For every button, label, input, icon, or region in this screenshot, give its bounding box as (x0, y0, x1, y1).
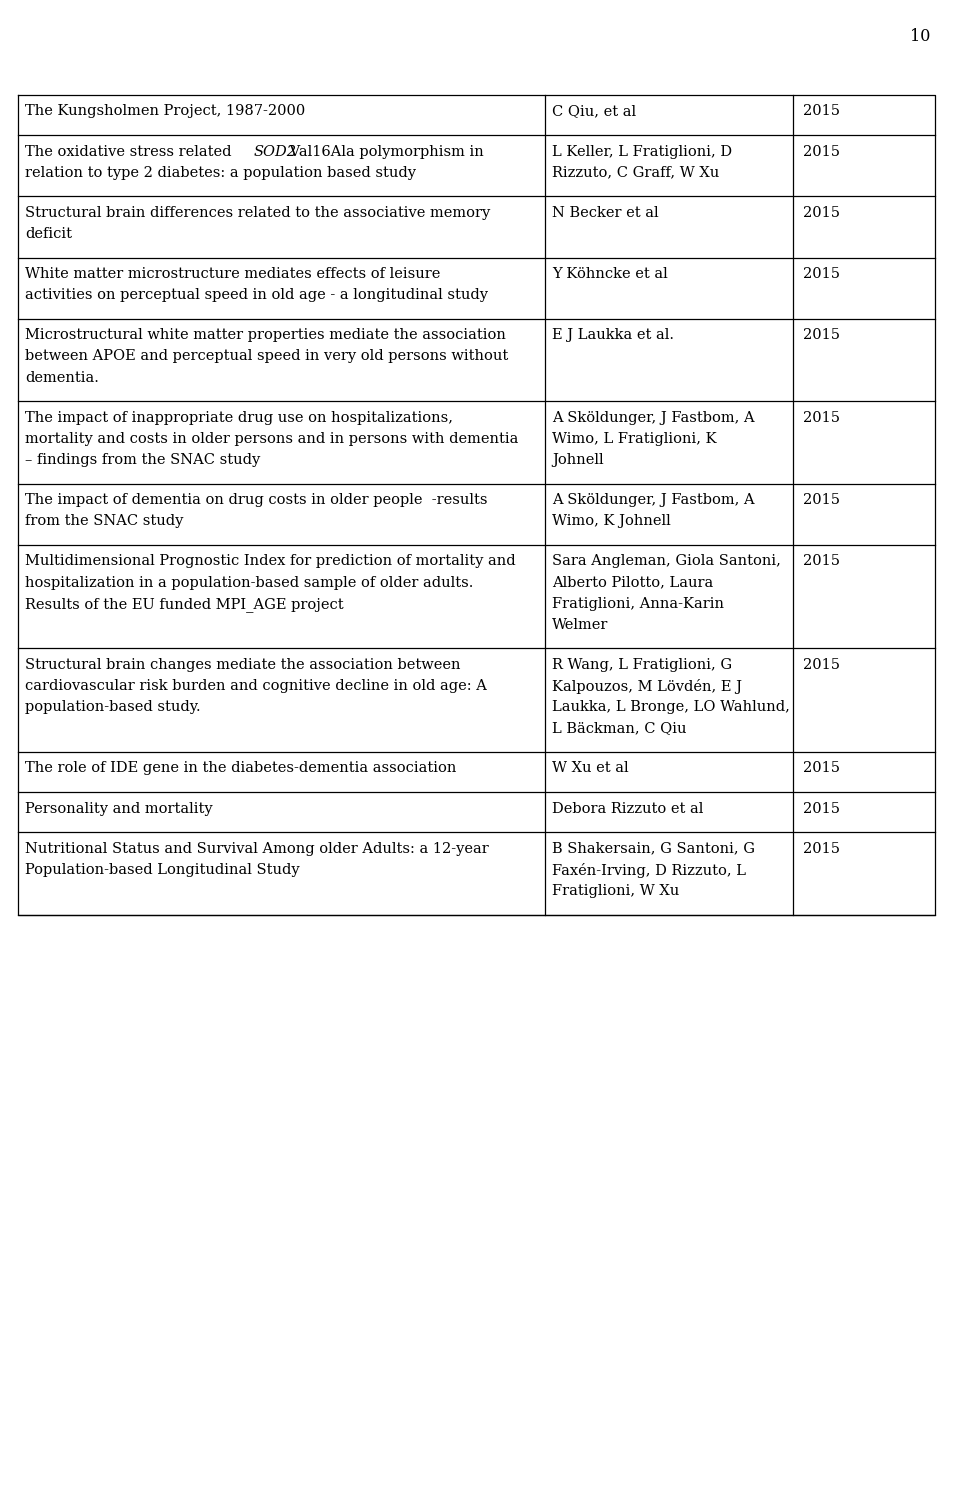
Text: The impact of inappropriate drug use on hospitalizations,: The impact of inappropriate drug use on … (25, 410, 453, 425)
Text: Nutritional Status and Survival Among older Adults: a 12-year: Nutritional Status and Survival Among ol… (25, 841, 489, 856)
Text: 2015: 2015 (803, 762, 840, 775)
Text: Fratiglioni, W Xu: Fratiglioni, W Xu (552, 884, 680, 898)
Text: The oxidative stress related: The oxidative stress related (25, 145, 236, 158)
Text: – findings from the SNAC study: – findings from the SNAC study (25, 453, 260, 467)
Text: SOD2: SOD2 (253, 145, 297, 158)
Text: L Bäckman, C Qiu: L Bäckman, C Qiu (552, 722, 686, 735)
Text: relation to type 2 diabetes: a population based study: relation to type 2 diabetes: a populatio… (25, 166, 416, 180)
Text: L Keller, L Fratiglioni, D: L Keller, L Fratiglioni, D (552, 145, 732, 158)
Text: N Becker et al: N Becker et al (552, 206, 659, 219)
Text: Wimo, K Johnell: Wimo, K Johnell (552, 514, 671, 528)
Text: 2015: 2015 (803, 410, 840, 425)
Text: 2015: 2015 (803, 145, 840, 158)
Text: Kalpouzos, M Lövdén, E J: Kalpouzos, M Lövdén, E J (552, 678, 742, 695)
Text: between APOE and perceptual speed in very old persons without: between APOE and perceptual speed in ver… (25, 349, 508, 364)
Text: A Sköldunger, J Fastbom, A: A Sköldunger, J Fastbom, A (552, 410, 755, 425)
Text: Structural brain differences related to the associative memory: Structural brain differences related to … (25, 206, 491, 219)
Text: R Wang, L Fratiglioni, G: R Wang, L Fratiglioni, G (552, 658, 732, 672)
Text: activities on perceptual speed in old age - a longitudinal study: activities on perceptual speed in old ag… (25, 288, 488, 303)
Text: E J Laukka et al.: E J Laukka et al. (552, 328, 674, 343)
Text: dementia.: dementia. (25, 371, 99, 385)
Text: Microstructural white matter properties mediate the association: Microstructural white matter properties … (25, 328, 506, 343)
Text: C Qiu, et al: C Qiu, et al (552, 104, 636, 118)
Text: deficit: deficit (25, 227, 72, 242)
Text: Rizzuto, C Graff, W Xu: Rizzuto, C Graff, W Xu (552, 166, 720, 180)
Text: W Xu et al: W Xu et al (552, 762, 629, 775)
Text: Y Köhncke et al: Y Köhncke et al (552, 267, 668, 282)
Text: Val16Ala polymorphism in: Val16Ala polymorphism in (285, 145, 484, 158)
Text: 2015: 2015 (803, 206, 840, 219)
Text: Alberto Pilotto, Laura: Alberto Pilotto, Laura (552, 576, 713, 589)
Text: Sara Angleman, Giola Santoni,: Sara Angleman, Giola Santoni, (552, 555, 781, 568)
Text: 2015: 2015 (803, 104, 840, 118)
Text: population-based study.: population-based study. (25, 701, 201, 714)
Text: mortality and costs in older persons and in persons with dementia: mortality and costs in older persons and… (25, 432, 518, 446)
Text: 2015: 2015 (803, 658, 840, 672)
Text: Results of the EU funded MPI_AGE project: Results of the EU funded MPI_AGE project (25, 596, 344, 611)
Text: Personality and mortality: Personality and mortality (25, 802, 212, 816)
Text: Population-based Longitudinal Study: Population-based Longitudinal Study (25, 863, 300, 877)
Text: A Sköldunger, J Fastbom, A: A Sköldunger, J Fastbom, A (552, 494, 755, 507)
Text: B Shakersain, G Santoni, G: B Shakersain, G Santoni, G (552, 841, 756, 856)
Text: Wimo, L Fratiglioni, K: Wimo, L Fratiglioni, K (552, 432, 717, 446)
Text: cardiovascular risk burden and cognitive decline in old age: A: cardiovascular risk burden and cognitive… (25, 678, 487, 693)
Text: 2015: 2015 (803, 802, 840, 816)
Text: 2015: 2015 (803, 841, 840, 856)
Text: Structural brain changes mediate the association between: Structural brain changes mediate the ass… (25, 658, 461, 672)
Text: 2015: 2015 (803, 555, 840, 568)
Text: The impact of dementia on drug costs in older people  -results: The impact of dementia on drug costs in … (25, 494, 488, 507)
Text: White matter microstructure mediates effects of leisure: White matter microstructure mediates eff… (25, 267, 441, 282)
Text: 2015: 2015 (803, 267, 840, 282)
Text: Welmer: Welmer (552, 617, 609, 632)
Text: 2015: 2015 (803, 494, 840, 507)
Text: The Kungsholmen Project, 1987-2000: The Kungsholmen Project, 1987-2000 (25, 104, 305, 118)
Text: 10: 10 (910, 28, 930, 45)
Text: Johnell: Johnell (552, 453, 604, 467)
Text: hospitalization in a population-based sample of older adults.: hospitalization in a population-based sa… (25, 576, 473, 589)
Text: Fratiglioni, Anna-Karin: Fratiglioni, Anna-Karin (552, 596, 724, 611)
Text: Debora Rizzuto et al: Debora Rizzuto et al (552, 802, 704, 816)
Text: 2015: 2015 (803, 328, 840, 343)
Text: Laukka, L Bronge, LO Wahlund,: Laukka, L Bronge, LO Wahlund, (552, 701, 790, 714)
Text: The role of IDE gene in the diabetes-dementia association: The role of IDE gene in the diabetes-dem… (25, 762, 456, 775)
Text: from the SNAC study: from the SNAC study (25, 514, 183, 528)
Text: Faxén-Irving, D Rizzuto, L: Faxén-Irving, D Rizzuto, L (552, 863, 746, 878)
Text: Multidimensional Prognostic Index for prediction of mortality and: Multidimensional Prognostic Index for pr… (25, 555, 516, 568)
